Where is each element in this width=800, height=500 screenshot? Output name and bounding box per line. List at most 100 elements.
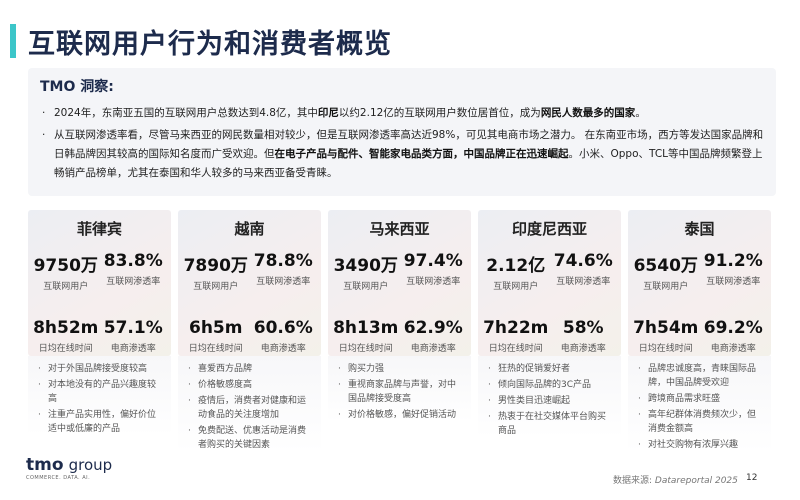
stat-label: 互联网渗透率 xyxy=(706,277,761,287)
country-name: 泰国 xyxy=(684,220,715,238)
stat-label: 互联网渗透率 xyxy=(406,277,461,287)
country-card: 越南 7890万 互联网用户 78.8% 互联网渗透率 6h5m 日均在线时间 60.6%… xyxy=(178,210,321,460)
trait-item: 对于外国品牌接受度较高 xyxy=(36,362,163,376)
consumer-traits: 对于外国品牌接受度较高对本地没有的产品兴趣度较高注重产品实用性，偏好价位适中或低… xyxy=(28,356,171,436)
trait-item: 高年纪群体消费频次少，但消费金额高 xyxy=(636,408,763,436)
trait-item: 重视商家品牌与声誉，对中国品牌接受度高 xyxy=(336,378,463,406)
stat-label: 互联网用户 xyxy=(343,282,389,292)
card-stats: 越南 7890万 互联网用户 78.8% 互联网渗透率 6h5m 日均在线时间 60.6%… xyxy=(178,210,321,356)
stat-value: 7h22m xyxy=(483,318,549,338)
trait-item: 注重产品实用性，偏好价位适中或低廉的产品 xyxy=(36,408,163,436)
stat-value: 78.8% xyxy=(253,251,313,271)
trait-item: 男性类目迅速崛起 xyxy=(486,394,613,408)
trait-item: 品牌忠诚度高，青睐国际品牌，中国品牌受欢迎 xyxy=(636,362,763,390)
stat-label: 日均在线时间 xyxy=(488,344,543,354)
page-title: 互联网用户行为和消费者概览 xyxy=(28,29,392,60)
stat-penetration: 74.6% 互联网渗透率 xyxy=(550,251,618,292)
stat-value: 58% xyxy=(562,318,604,338)
trait-item: 跨境商品需求旺盛 xyxy=(636,392,763,406)
title-accent-bar xyxy=(10,24,16,58)
source-note: 数据来源: Datareportal 2025 xyxy=(613,473,738,486)
tmo-group-logo: tmo group COMMERCE. DATA. AI. xyxy=(26,455,112,481)
consumer-traits: 喜爱西方品牌价格敏感度高疫情后，消费者对健康和运动食品的关注度增加免费配送、优惠… xyxy=(178,356,321,452)
bold-text: 在电子产品与配件、智能家电品类方面，中国品牌正在迅速崛起 xyxy=(274,148,569,160)
country-name: 印度尼西亚 xyxy=(511,220,587,238)
stat-value: 57.1% xyxy=(103,318,163,338)
stat-value: 60.6% xyxy=(253,318,313,338)
logo-subtitle: COMMERCE. DATA. AI. xyxy=(26,475,91,481)
stat-users: 9750万互联网用户 xyxy=(32,251,100,292)
insight-bullet: 从互联网渗透率看，尽管马来西亚的网民数量相对较少，但是互联网渗透率高达近98%，… xyxy=(40,126,764,183)
text: 以约2.12亿的互联网用户数位居首位，成为 xyxy=(338,107,541,119)
stat-label: 互联网渗透率 xyxy=(256,277,311,287)
stat-users: 6540万互联网用户 xyxy=(632,251,700,292)
stat-users: 7890万互联网用户 xyxy=(182,251,250,292)
stat-value: 6h5m xyxy=(189,318,243,338)
trait-item: 购买力强 xyxy=(336,362,463,376)
consumer-traits: 品牌忠诚度高，青睐国际品牌，中国品牌受欢迎跨境商品需求旺盛高年纪群体消费频次少，… xyxy=(628,356,771,452)
source-value: Datareportal 2025 xyxy=(654,476,738,486)
stat-label: 日均在线时间 xyxy=(38,344,93,354)
stat-value: 3490万 xyxy=(333,256,398,276)
insight-heading: TMO 洞察: xyxy=(40,79,114,95)
stat-value: 9750万 xyxy=(33,256,98,276)
stat-label: 日均在线时间 xyxy=(638,344,693,354)
stat-value: 6540万 xyxy=(633,256,698,276)
stat-value: 83.8% xyxy=(103,251,163,271)
country-name: 马来西亚 xyxy=(369,220,430,238)
logo-group: group xyxy=(68,456,113,474)
stat-label: 日均在线时间 xyxy=(338,344,393,354)
stat-time: 7h54m 日均在线时间 xyxy=(632,318,700,354)
trait-item: 疫情后，消费者对健康和运动食品的关注度增加 xyxy=(186,394,313,422)
insight-bullet: 2024年，东南亚五国的互联网用户总数达到4.8亿，其中印尼以约2.12亿的互联… xyxy=(40,104,764,123)
card-stats: 印度尼西亚 2.12亿互联网用户 74.6% 互联网渗透率 7h22m 日均在线时间 5… xyxy=(478,210,621,356)
trait-item: 对本地没有的产品兴趣度较高 xyxy=(36,378,163,406)
country-card: 印度尼西亚 2.12亿互联网用户 74.6% 互联网渗透率 7h22m 日均在线时间 5… xyxy=(478,210,621,460)
page-number: 12 xyxy=(746,473,758,483)
trait-item: 免费配送、优惠活动是消费者购买的关键因素 xyxy=(186,424,313,452)
text: 从互联网渗透率看，尽管马来西亚的网民数量相对较少，但是互联网渗透率高达近98%，… xyxy=(54,129,764,160)
stat-label: 互联网用户 xyxy=(193,282,239,292)
trait-item: 狂热的促销爱好者 xyxy=(486,362,613,376)
stat-penetration: 97.4% 互联网渗透率 xyxy=(400,251,468,292)
trait-item: 对社交购物有浓厚兴趣 xyxy=(636,438,763,452)
stat-ecom: 62.9% 电商渗透率 xyxy=(400,318,468,354)
logo-main: tmo xyxy=(26,455,64,475)
text: 2024年，东南亚五国的互联网用户总数达到4.8亿，其中 xyxy=(54,107,318,119)
card-stats: 马来西亚 3490万 互联网用户 97.4% 互联网渗透率 8h13m 日均在线时间 62… xyxy=(328,210,471,356)
stat-users: 3490万互联网用户 xyxy=(332,251,400,292)
source-label: 数据来源: xyxy=(613,476,653,486)
stat-penetration: 83.8% 互联网渗透率 xyxy=(100,251,168,292)
country-name: 菲律宾 xyxy=(76,220,122,238)
trait-item: 喜爱西方品牌 xyxy=(186,362,313,376)
stat-label: 互联网渗透率 xyxy=(106,277,161,287)
stat-ecom: 60.6% 电商渗透率 xyxy=(250,318,318,354)
stat-ecom: 69.2% 电商渗透率 xyxy=(700,318,768,354)
stat-ecom: 57.1% 电商渗透率 xyxy=(100,318,168,354)
stat-label: 日均在线时间 xyxy=(188,344,243,354)
consumer-traits: 购买力强重视商家品牌与声誉，对中国品牌接受度高对价格敏感，偏好促销活动 xyxy=(328,356,471,422)
stat-label: 电商渗透率 xyxy=(710,344,756,354)
stat-penetration: 91.2% 互联网渗透率 xyxy=(700,251,768,292)
stat-penetration: 78.8% 互联网渗透率 xyxy=(250,251,318,292)
stat-value: 2.12亿 xyxy=(486,256,546,276)
stat-value: 69.2% xyxy=(703,318,763,338)
stat-time: 6h5m 日均在线时间 xyxy=(182,318,250,354)
bold-text: 印尼 xyxy=(317,107,339,119)
stat-label: 互联网用户 xyxy=(643,282,689,292)
stat-time: 7h22m 日均在线时间 xyxy=(482,318,550,354)
stat-time: 8h52m 日均在线时间 xyxy=(32,318,100,354)
insight-box: TMO 洞察: 2024年，东南亚五国的互联网用户总数达到4.8亿，其中印尼以约… xyxy=(28,68,776,196)
stat-label: 互联网用户 xyxy=(43,282,89,292)
stat-value: 8h52m xyxy=(33,318,99,338)
stat-value: 91.2% xyxy=(703,251,763,271)
stat-label: 电商渗透率 xyxy=(260,344,306,354)
stat-value: 97.4% xyxy=(403,251,463,271)
consumer-traits: 狂热的促销爱好者倾向国际品牌的3C产品男性类目迅速崛起热衷于在社交媒体平台购买商… xyxy=(478,356,621,438)
bold-text: 网民人数最多的国家 xyxy=(540,107,636,119)
country-card: 菲律宾 9750万 互联网用户 83.8% 互联网渗透率 8h52m 日均在线时间 57.… xyxy=(28,210,171,460)
stat-label: 互联网用户 xyxy=(493,282,539,292)
stat-value: 7890万 xyxy=(183,256,248,276)
card-stats: 泰国 6540万 互联网用户 91.2% 互联网渗透率 7h54m 日均在线时间 69.2… xyxy=(628,210,771,356)
stat-value: 62.9% xyxy=(403,318,463,338)
